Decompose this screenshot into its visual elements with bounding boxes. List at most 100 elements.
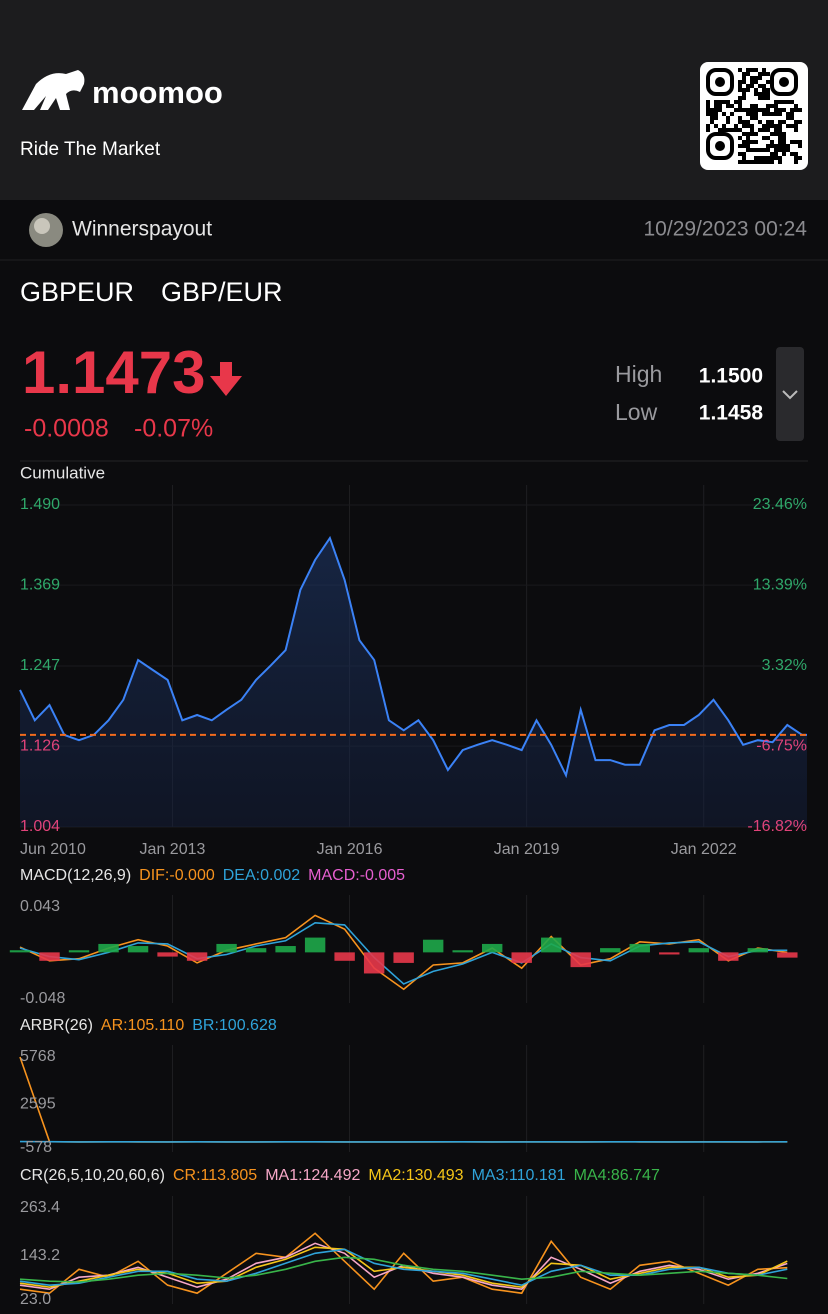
qr-module [762,88,766,92]
qr-module [774,156,778,160]
qr-module [766,88,770,92]
qr-module [782,136,786,140]
qr-module [738,160,742,164]
indicator-title: MACD(12,26,9) [20,867,131,884]
qr-module [734,100,738,104]
qr-module [718,104,722,108]
qr-module [746,68,750,72]
qr-module [762,108,766,112]
qr-module [718,108,722,112]
histogram-bar [718,952,739,961]
price-line [19,535,807,779]
qr-module [766,148,770,152]
qr-module [774,132,778,136]
qr-module [714,116,718,120]
high-value: 1.1500 [699,365,763,388]
qr-module [778,144,782,148]
histogram-bar [393,952,414,963]
qr-module [766,124,770,128]
histogram-bar [511,952,532,963]
qr-module [798,140,802,144]
qr-module [746,140,750,144]
qr-module [778,124,782,128]
qr-module [770,152,774,156]
legend-entry: MA1:124.492 [265,1167,360,1184]
histogram-bar [275,946,296,953]
qr-module [770,156,774,160]
expand-button[interactable] [776,347,804,441]
histogram-bar [777,952,798,958]
chart-title: Cumulative [20,463,105,482]
qr-module [710,120,714,124]
histogram-bar [304,937,326,953]
qr-module [782,144,786,148]
qr-module [758,76,762,80]
legend-entry: DIF:-0.000 [139,867,215,884]
qr-module [766,120,770,124]
legend-entry: MA2:130.493 [368,1167,463,1184]
histogram-bar [68,950,90,953]
qr-module [726,120,730,124]
qr-module [770,132,774,136]
qr-module [742,108,746,112]
qr-module [798,108,802,112]
qr-module [798,120,802,124]
y2-tick-label: 3.32% [762,657,807,674]
qr-module [782,108,786,112]
indicator-line [19,921,788,985]
legend-entry: AR:105.110 [101,1017,184,1034]
price: 1.1473 [22,339,206,406]
y2-tick-label: -16.82% [747,818,807,835]
qr-module [750,160,754,164]
indicator-line [19,1256,788,1283]
qr-module [706,124,710,128]
qr-module [790,108,794,112]
y-tick-label: 23.0 [20,1291,51,1308]
histogram-bar [39,952,60,961]
qr-module [770,160,774,164]
qr-module [786,100,790,104]
qr-module [774,128,778,132]
histogram-bar [157,952,178,957]
y-tick-label: -0.048 [20,990,65,1007]
qr-module [762,96,766,100]
qr-module [774,124,778,128]
qr-module [738,116,742,120]
qr-module [734,108,738,112]
qr-module [786,116,790,120]
qr-module [770,140,774,144]
legend-entry: DEA:0.002 [223,867,300,884]
qr-module [778,132,782,136]
y-tick-label: 5768 [20,1048,56,1065]
qr-module [758,84,762,88]
x-tick-label: Jan 2019 [494,841,560,858]
qr-module [710,112,714,116]
x-tick-label: Jan 2013 [140,841,206,858]
histogram-bar [688,948,709,953]
qr-module [746,72,750,76]
qr-module [750,112,754,116]
qr-module [774,100,778,104]
qr-module [746,84,750,88]
high-label: High [615,361,662,387]
qr-module [746,120,750,124]
change-percent: -0.07% [134,415,213,443]
legend-entry: MA3:110.181 [472,1167,566,1184]
qr-module [762,84,766,88]
qr-module [770,124,774,128]
qr-module [714,104,718,108]
qr-module [750,76,754,80]
qr-module [742,76,746,80]
qr-module [762,156,766,160]
histogram-bar [541,937,562,953]
qr-module [778,108,782,112]
y-tick-label: 1.369 [20,576,60,593]
qr-module [714,124,718,128]
qr-module [794,124,798,128]
histogram-bar [747,948,769,953]
qr-module [738,100,742,104]
qr-module [754,80,758,84]
qr-module [742,92,746,96]
qr-module [790,152,794,156]
qr-module [774,108,778,112]
